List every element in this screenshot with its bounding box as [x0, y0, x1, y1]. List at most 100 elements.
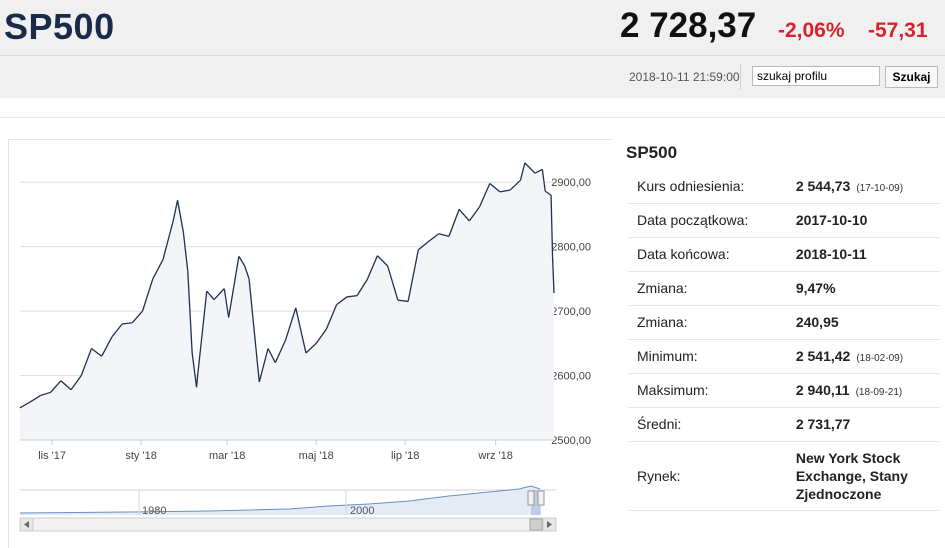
series-segment [152, 259, 164, 280]
series-segment [336, 296, 348, 306]
series-segment [315, 328, 327, 344]
stats-table: Kurs odniesienia: 2 544,73 (17-10-09) Data … [628, 169, 940, 511]
stats-value-cell: New York Stock Exchange, Stany Zjednoczo… [795, 441, 940, 511]
stats-value-cell: 2 544,73 (17-10-09) [795, 169, 940, 204]
navigator-handle-left [527, 490, 535, 506]
section-divider [0, 117, 945, 118]
series-segment [227, 256, 240, 318]
header-bar: SP500 2 728,37 -2,06% -57,31 2018-10-11 … [0, 0, 945, 98]
series-segment [489, 183, 501, 193]
stats-row: Średni: 2 731,77 [628, 407, 940, 442]
stats-value-cell: 2 940,11 (18-09-21) [795, 373, 940, 408]
series-segment [387, 265, 399, 301]
stats-row: Zmiana: 240,95 [628, 305, 940, 340]
stats-value: 2 731,77 [795, 416, 851, 432]
x-tick-label: lis '17 [38, 450, 66, 462]
stats-row: Rynek: New York Stock Exchange, Stany Zje… [628, 441, 940, 511]
series-segment [295, 307, 307, 354]
series-segment [417, 241, 429, 251]
stats-row: Minimum: 2 541,42 (18-02-09) [628, 339, 940, 374]
stats-label: Maksimum: [628, 373, 796, 408]
y-tick-label: 2500,00 [551, 435, 591, 447]
stats-value: 9,47% [795, 280, 836, 296]
series-segment [176, 200, 185, 233]
series-segment [50, 380, 62, 393]
stats-row: Data początkowa: 2017-10-10 [628, 203, 940, 238]
stats-label: Średni: [628, 407, 796, 442]
search-input[interactable] [752, 66, 880, 86]
change-absolute: -57,31 [868, 19, 928, 42]
series-segment [258, 348, 269, 383]
stats-label: Rynek: [628, 441, 796, 511]
series-segment [428, 233, 440, 243]
series-segment [248, 278, 260, 383]
stats-value-cell: 2018-10-11 [795, 237, 940, 272]
stats-value: 2 544,73 [795, 177, 851, 194]
series-segment [524, 162, 536, 174]
stats-value: 2018-10-11 [795, 246, 867, 262]
stats-value: 240,95 [795, 314, 839, 330]
stats-label: Zmiana: [628, 271, 796, 306]
stats-label: Kurs odniesienia: [628, 169, 796, 204]
series-segment [19, 401, 31, 409]
series-segment [70, 375, 82, 391]
stats-value: New York Stock Exchange, Stany Zjednoczo… [795, 449, 908, 502]
navigator-handle-right [537, 490, 545, 506]
header-divider [0, 55, 945, 56]
stats-date: (17-10-09) [856, 182, 904, 194]
scroll-right-icon [547, 521, 552, 528]
x-tick-label: lip '18 [391, 450, 419, 462]
stats-row: Kurs odniesienia: 2 544,73 (17-10-09) [628, 169, 940, 204]
current-price: 2 728,37 [620, 6, 757, 45]
series-segment [141, 278, 154, 312]
series-segment [544, 190, 552, 196]
stats-value-cell: 240,95 [795, 305, 940, 340]
navigator-label: 2000 [350, 505, 374, 517]
stats-row: Maksimum: 2 940,11 (18-09-21) [628, 373, 940, 408]
series-segment [346, 294, 358, 298]
y-tick-label: 2700,00 [551, 306, 591, 318]
series-segment [60, 380, 72, 391]
series-segment [478, 183, 491, 207]
stats-value-cell: 2017-10-10 [795, 203, 940, 238]
series-segment [267, 348, 276, 363]
series-segment [325, 304, 338, 330]
change-percent: -2,06% [778, 19, 845, 42]
series-segment [274, 339, 287, 363]
series-segment [244, 265, 250, 280]
series-segment [284, 307, 297, 341]
series-segment [213, 288, 225, 300]
series-segment [376, 255, 389, 267]
y-tick-label: 2900,00 [551, 177, 591, 189]
series-segment [122, 322, 133, 325]
y-tick-label: 2600,00 [551, 371, 591, 383]
stats-value: 2017-10-10 [795, 212, 868, 228]
stats-label: Data końcowa: [628, 237, 796, 272]
quote-timestamp: 2018-10-11 21:59:00 [629, 70, 740, 84]
series-segment [238, 255, 246, 267]
series-segment [206, 290, 215, 300]
chart-scrollbar[interactable] [19, 517, 557, 532]
navigator-area [20, 486, 540, 515]
series-segment [397, 299, 409, 303]
series-segment [509, 179, 521, 191]
scroll-thumb[interactable] [529, 518, 543, 531]
stats-value-cell: 2 541,42 (18-02-09) [795, 339, 940, 374]
series-segment [499, 189, 511, 193]
series-segment [458, 208, 470, 222]
stats-label: Data początkowa: [628, 203, 796, 238]
series-segment [191, 352, 198, 388]
search-button[interactable]: Szukaj [885, 66, 938, 88]
series-segment [40, 391, 51, 397]
scroll-left-icon [24, 521, 29, 528]
series-segment [356, 279, 368, 296]
series-segment [197, 291, 208, 373]
stats-row: Zmiana: 9,47% [628, 271, 940, 306]
series-segment [29, 394, 41, 403]
stats-date: (18-09-21) [855, 387, 903, 398]
series-area [20, 162, 554, 440]
series-segment [195, 372, 199, 388]
panel-title: SP500 [626, 143, 678, 162]
series-segment [305, 342, 317, 354]
page-title: SP500 [4, 6, 115, 47]
